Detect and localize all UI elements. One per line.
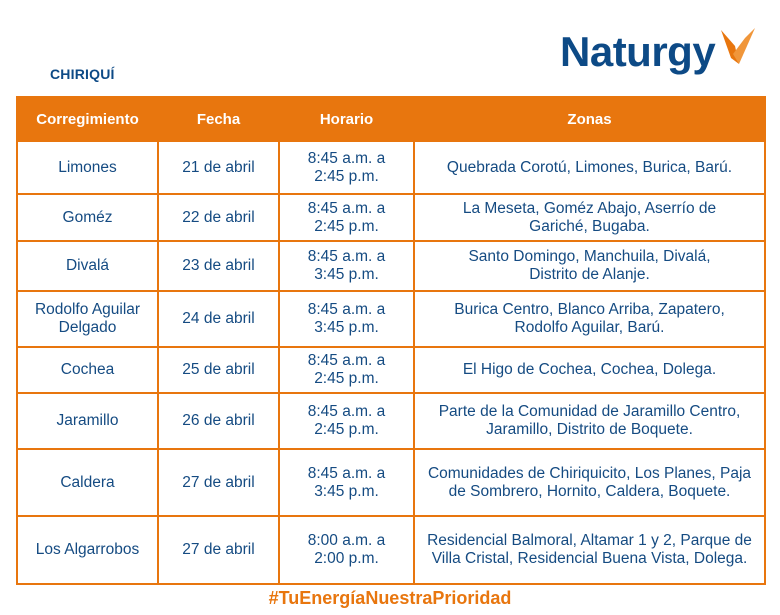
region-title: CHIRIQUÍ: [50, 66, 115, 82]
butterfly-logo-icon: [717, 24, 757, 75]
cell-zonas: Residencial Balmoral, Altamar 1 y 2, Par…: [413, 515, 766, 585]
cell-horario: 8:45 a.m. a 2:45 p.m.: [278, 346, 415, 394]
cell-fecha: 23 de abril: [157, 240, 280, 292]
cell-corregimiento: Jaramillo: [16, 392, 159, 450]
cell-zonas: Comunidades de Chiriquicito, Los Planes,…: [413, 448, 766, 517]
table-row: Jaramillo 26 de abril 8:45 a.m. a 2:45 p…: [16, 392, 766, 450]
cell-fecha: 24 de abril: [157, 290, 280, 348]
outage-schedule-table: Corregimiento Fecha Horario Zonas Limone…: [16, 96, 766, 585]
column-header-zonas: Zonas: [413, 96, 766, 142]
brand-name: Naturgy: [560, 28, 716, 75]
campaign-hashtag: #TuEnergíaNuestraPrioridad: [268, 588, 512, 608]
cell-zonas: Burica Centro, Blanco Arriba, Zapatero, …: [413, 290, 766, 348]
cell-horario: 8:45 a.m. a 3:45 p.m.: [278, 448, 415, 517]
cell-corregimiento: Los Algarrobos: [16, 515, 159, 585]
column-header-corregimiento: Corregimiento: [16, 96, 159, 142]
cell-zonas: Santo Domingo, Manchuila, Divalá, Distri…: [413, 240, 766, 292]
cell-fecha: 21 de abril: [157, 140, 280, 195]
cell-horario: 8:45 a.m. a 2:45 p.m.: [278, 140, 415, 195]
cell-zonas: La Meseta, Goméz Abajo, Aserrío de Garic…: [413, 193, 766, 242]
table-header-row: Corregimiento Fecha Horario Zonas: [16, 96, 766, 142]
cell-corregimiento: Goméz: [16, 193, 159, 242]
naturgy-logo: Naturgy: [560, 22, 757, 82]
table-row: Divalá 23 de abril 8:45 a.m. a 3:45 p.m.…: [16, 240, 766, 292]
table-row: Goméz 22 de abril 8:45 a.m. a 2:45 p.m. …: [16, 193, 766, 242]
cell-horario: 8:00 a.m. a 2:00 p.m.: [278, 515, 415, 585]
table-row: Rodolfo Aguilar Delgado 24 de abril 8:45…: [16, 290, 766, 348]
cell-horario: 8:45 a.m. a 2:45 p.m.: [278, 193, 415, 242]
cell-corregimiento: Limones: [16, 140, 159, 195]
cell-fecha: 22 de abril: [157, 193, 280, 242]
cell-horario: 8:45 a.m. a 3:45 p.m.: [278, 240, 415, 292]
cell-horario: 8:45 a.m. a 3:45 p.m.: [278, 290, 415, 348]
cell-zonas: Quebrada Corotú, Limones, Burica, Barú.: [413, 140, 766, 195]
cell-corregimiento: Rodolfo Aguilar Delgado: [16, 290, 159, 348]
cell-fecha: 27 de abril: [157, 515, 280, 585]
table-row: Caldera 27 de abril 8:45 a.m. a 3:45 p.m…: [16, 448, 766, 517]
column-header-fecha: Fecha: [157, 96, 280, 142]
cell-corregimiento: Cochea: [16, 346, 159, 394]
table-row: Limones 21 de abril 8:45 a.m. a 2:45 p.m…: [16, 140, 766, 195]
cell-corregimiento: Divalá: [16, 240, 159, 292]
table-row: Cochea 25 de abril 8:45 a.m. a 2:45 p.m.…: [16, 346, 766, 394]
cell-fecha: 26 de abril: [157, 392, 280, 450]
table-row: Los Algarrobos 27 de abril 8:00 a.m. a 2…: [16, 515, 766, 585]
cell-zonas: El Higo de Cochea, Cochea, Dolega.: [413, 346, 766, 394]
cell-horario: 8:45 a.m. a 2:45 p.m.: [278, 392, 415, 450]
cell-corregimiento: Caldera: [16, 448, 159, 517]
column-header-horario: Horario: [278, 96, 415, 142]
cell-fecha: 27 de abril: [157, 448, 280, 517]
cell-fecha: 25 de abril: [157, 346, 280, 394]
cell-zonas: Parte de la Comunidad de Jaramillo Centr…: [413, 392, 766, 450]
